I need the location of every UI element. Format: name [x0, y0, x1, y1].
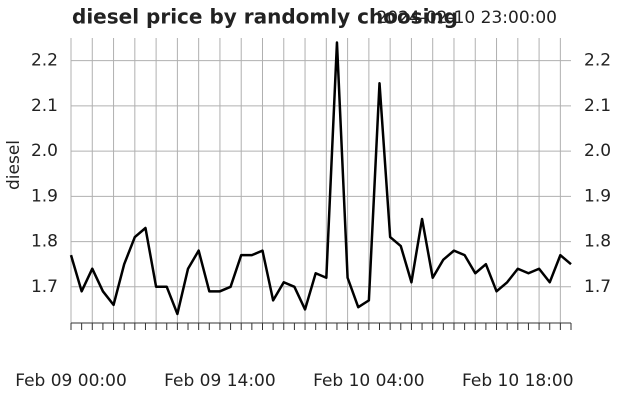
x-tick-label: Feb 10 04:00 — [313, 371, 425, 391]
x-tick-label: Feb 10 18:00 — [462, 371, 574, 391]
x-tick-label: Feb 09 00:00 — [15, 371, 127, 391]
data-line — [69, 41, 572, 316]
y-tick-label: 1.8 — [31, 232, 58, 252]
x-tick-label: Feb 09 14:00 — [164, 371, 276, 391]
y-tick-label: 1.9 — [31, 186, 58, 206]
y-tick-label-right: 1.7 — [584, 277, 611, 297]
y-tick-label: 2.1 — [31, 96, 58, 116]
y-tick-label-right: 2.2 — [584, 51, 611, 71]
y-tick-label-right: 1.9 — [584, 186, 611, 206]
y-tick-label: 2.2 — [31, 51, 58, 71]
chart-subtitle: 2024-02-10 23:00:00 — [376, 8, 557, 28]
y-tick-label-right: 1.8 — [584, 232, 611, 252]
y-tick-label-right: 2.0 — [584, 141, 611, 161]
y-tick-label-right: 2.1 — [584, 96, 611, 116]
y-axis-label: diesel — [4, 140, 24, 190]
chart-title: diesel price by randomly choosing — [72, 5, 458, 29]
y-tick-label: 2.0 — [31, 141, 58, 161]
y-tick-label: 1.7 — [31, 277, 58, 297]
